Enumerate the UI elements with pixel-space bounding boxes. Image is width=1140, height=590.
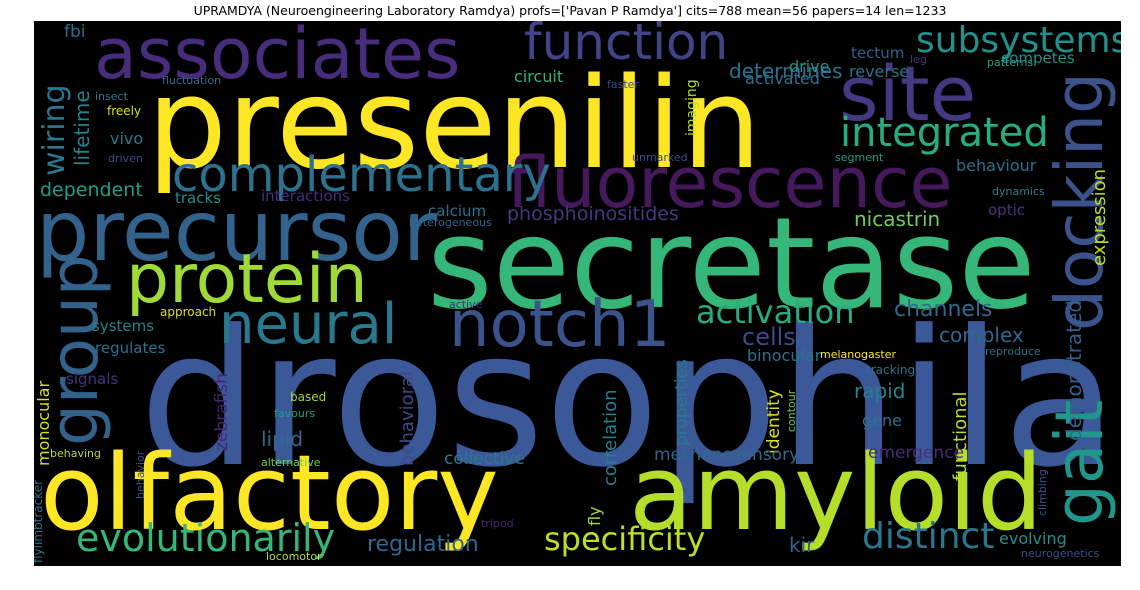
word-olfactory: olfactory — [40, 432, 499, 554]
word-segment: segment — [835, 151, 884, 164]
word-subsystems: subsystems — [916, 21, 1121, 61]
word-behavior: behavior — [134, 450, 147, 499]
word-cells: cells — [742, 323, 796, 351]
word-fluctuation: fluctuation — [162, 74, 222, 87]
word-activated: activated — [745, 69, 820, 88]
word-gene: gene — [862, 411, 902, 430]
word-alternative: alternative — [261, 456, 321, 469]
word-fly: fly — [585, 506, 604, 526]
word-lipid: lipid — [261, 427, 304, 451]
word-heterogeneous: heterogeneous — [409, 216, 492, 229]
word-competes: competes — [1001, 49, 1075, 67]
word-protein: protein — [126, 240, 368, 319]
word-channels: channels — [894, 297, 993, 322]
word-notch1: notch1 — [449, 288, 671, 362]
word-associates: associates — [94, 21, 461, 95]
figure-title: UPRAMDYA (Neuroengineering Laboratory Ra… — [193, 3, 947, 18]
word-demonstrated: demonstrated — [1062, 300, 1086, 441]
word-presenilin: presenilin — [147, 50, 762, 197]
word-imaging: imaging — [684, 79, 700, 136]
word-kir: kir — [789, 533, 815, 557]
word-determines: determines — [729, 59, 843, 83]
word-emergence: emergence — [868, 443, 964, 463]
word-distinct: distinct — [862, 516, 995, 557]
word-nicastrin: nicastrin — [854, 207, 941, 231]
word-reproduce: reproduce — [985, 345, 1041, 358]
word-locomotor: locomotor — [266, 550, 322, 563]
word-systems: systems — [92, 317, 155, 335]
word-contour: contour — [785, 389, 798, 432]
word-climbing: climbing — [1036, 469, 1049, 516]
word-behaviour: behaviour — [956, 156, 1037, 175]
word-integrated: integrated — [840, 110, 1049, 156]
word-properties: properties — [672, 359, 692, 446]
word-phosphoinositides: phosphoinositides — [507, 203, 679, 225]
word-faster: faster — [607, 78, 639, 91]
word-driven: driven — [108, 152, 143, 165]
word-vivo: vivo — [110, 129, 144, 148]
word-collective: collective — [444, 449, 525, 469]
word-insect: insect — [95, 90, 128, 103]
word-interactions: interactions — [261, 187, 350, 205]
word-specificity: specificity — [544, 520, 706, 558]
word-complementary: complementary — [172, 147, 551, 203]
word-mechanosensory: mechanosensory — [654, 445, 800, 465]
word-tracks: tracks — [175, 189, 221, 207]
word-active: active — [449, 298, 483, 311]
word-drive: drive — [789, 57, 830, 76]
word-complex: complex — [939, 323, 1024, 347]
word-behavioral: behavioral — [397, 370, 418, 466]
word-dynamics: dynamics — [992, 185, 1045, 198]
word-unmarked: unmarked — [632, 151, 688, 164]
word-expression: expression — [1089, 168, 1110, 266]
word-fluorescence: fluorescence — [507, 142, 953, 224]
word-rapid: rapid — [854, 379, 906, 403]
word-melanogaster: melanogaster — [820, 348, 897, 361]
word-calcium: calcium — [428, 202, 487, 220]
word-dependent: dependent — [40, 179, 143, 201]
word-drosophila: drosophila — [139, 290, 1118, 509]
word-secretase: secretase — [427, 190, 1036, 337]
word-zebrafish: zebrafish — [212, 373, 232, 451]
word-precursor: precursor — [36, 182, 438, 280]
word-behaving: behaving — [50, 447, 101, 460]
word-evolutionarily: evolutionarily — [76, 516, 336, 560]
word-favours: favours — [274, 407, 316, 420]
word-flylimbtracker: flylimbtracker — [34, 479, 45, 563]
word-lifetime: lifetime — [70, 90, 94, 166]
word-circuit: circuit — [514, 67, 564, 86]
word-tripod: tripod — [481, 517, 514, 530]
word-binocular: binocular — [747, 346, 822, 365]
word-evolving: evolving — [999, 529, 1067, 548]
word-patterns: patterns — [987, 56, 1034, 69]
word-regulation: regulation — [367, 532, 479, 557]
word-cloud: drosophila secretase presenilin olfactor… — [34, 21, 1121, 566]
word-site: site — [839, 49, 977, 138]
word-function: function — [524, 21, 729, 71]
word-correlation: correlation — [600, 389, 621, 486]
word-amyloid: amyloid — [629, 432, 1044, 554]
word-freely: freely — [107, 104, 142, 118]
word-tectum: tectum — [851, 44, 905, 62]
word-optic: optic — [988, 201, 1025, 219]
word-approach: approach — [160, 305, 217, 319]
word-fbi: fbi — [64, 22, 86, 42]
word-signals: signals — [66, 370, 119, 388]
word-wiring: wiring — [37, 84, 72, 176]
word-tracking: tracking — [866, 363, 916, 377]
word-based: based — [290, 390, 327, 404]
word-activation: activation — [696, 293, 855, 331]
word-functional: functional — [950, 391, 971, 481]
word-regulates: regulates — [95, 339, 166, 357]
word-neurogenetics: neurogenetics — [1021, 547, 1100, 560]
word-leg: leg — [910, 53, 927, 66]
word-neural: neural — [219, 292, 398, 357]
word-reverse: reverse — [849, 62, 910, 81]
